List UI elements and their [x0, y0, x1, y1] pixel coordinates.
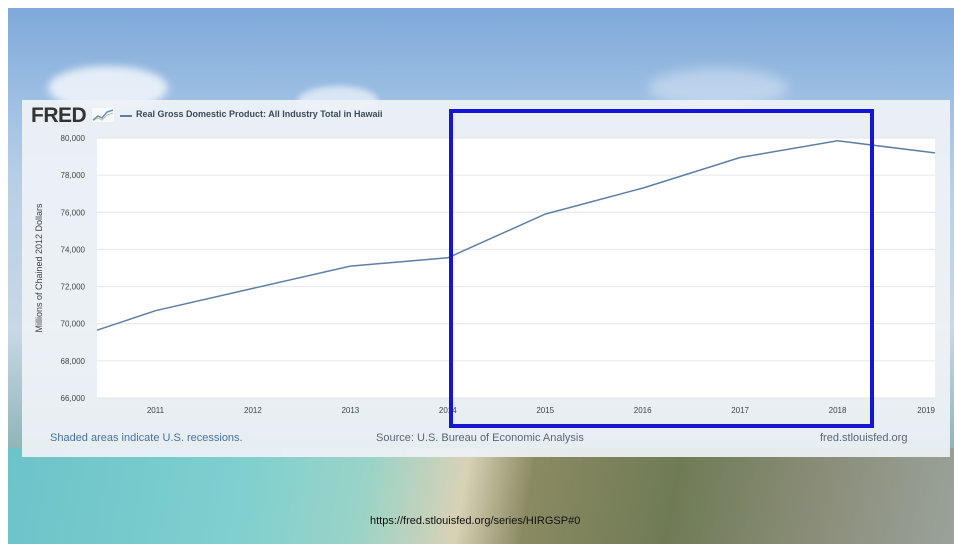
- legend-swatch: [120, 115, 132, 117]
- site-link[interactable]: fred.stlouisfed.org: [820, 432, 908, 444]
- plot-area: [97, 138, 935, 398]
- y-tick-label: 68,000: [61, 357, 86, 366]
- y-tick-label: 80,000: [61, 134, 86, 143]
- y-tick-label: 74,000: [61, 245, 86, 254]
- y-tick-label: 76,000: [61, 208, 86, 217]
- y-axis-title: Millions of Chained 2012 Dollars: [34, 203, 44, 333]
- x-tick-label: 2018: [829, 406, 847, 415]
- fred-logo: FRED: [31, 104, 87, 127]
- series-line: [96, 140, 936, 331]
- x-tick-label: 2015: [536, 406, 554, 415]
- highlight-box: [449, 109, 874, 428]
- source-url: https://fred.stlouisfed.org/series/HIRGS…: [370, 515, 581, 527]
- source-note: Source: U.S. Bureau of Economic Analysis: [376, 432, 584, 444]
- y-tick-label: 72,000: [61, 283, 86, 292]
- y-tick-label: 66,000: [61, 394, 86, 403]
- grid: [97, 137, 935, 399]
- x-tick-label: 2019: [917, 406, 935, 415]
- x-tick-label: 2016: [634, 406, 652, 415]
- x-tick-label: 2012: [244, 406, 262, 415]
- y-axis: 66,000 68,000 70,000 72,000 74,000 76,000 78,0…: [61, 134, 86, 403]
- y-tick-label: 78,000: [61, 171, 86, 180]
- fred-logo-graph-icon: [92, 108, 114, 122]
- x-tick-label: 2011: [147, 406, 165, 415]
- recessions-note: Shaded areas indicate U.S. recessions.: [50, 432, 243, 444]
- y-tick-label: 70,000: [61, 320, 86, 329]
- legend-label: Real Gross Domestic Product: All Industr…: [136, 109, 383, 119]
- x-tick-label: 2014: [439, 406, 457, 415]
- x-tick-label: 2013: [341, 406, 359, 415]
- coastline-photo: [8, 448, 954, 544]
- x-tick-label: 2017: [731, 406, 749, 415]
- x-axis: 2011 2012 2013 2014 2015 2016 2017 2018 2019: [147, 406, 936, 415]
